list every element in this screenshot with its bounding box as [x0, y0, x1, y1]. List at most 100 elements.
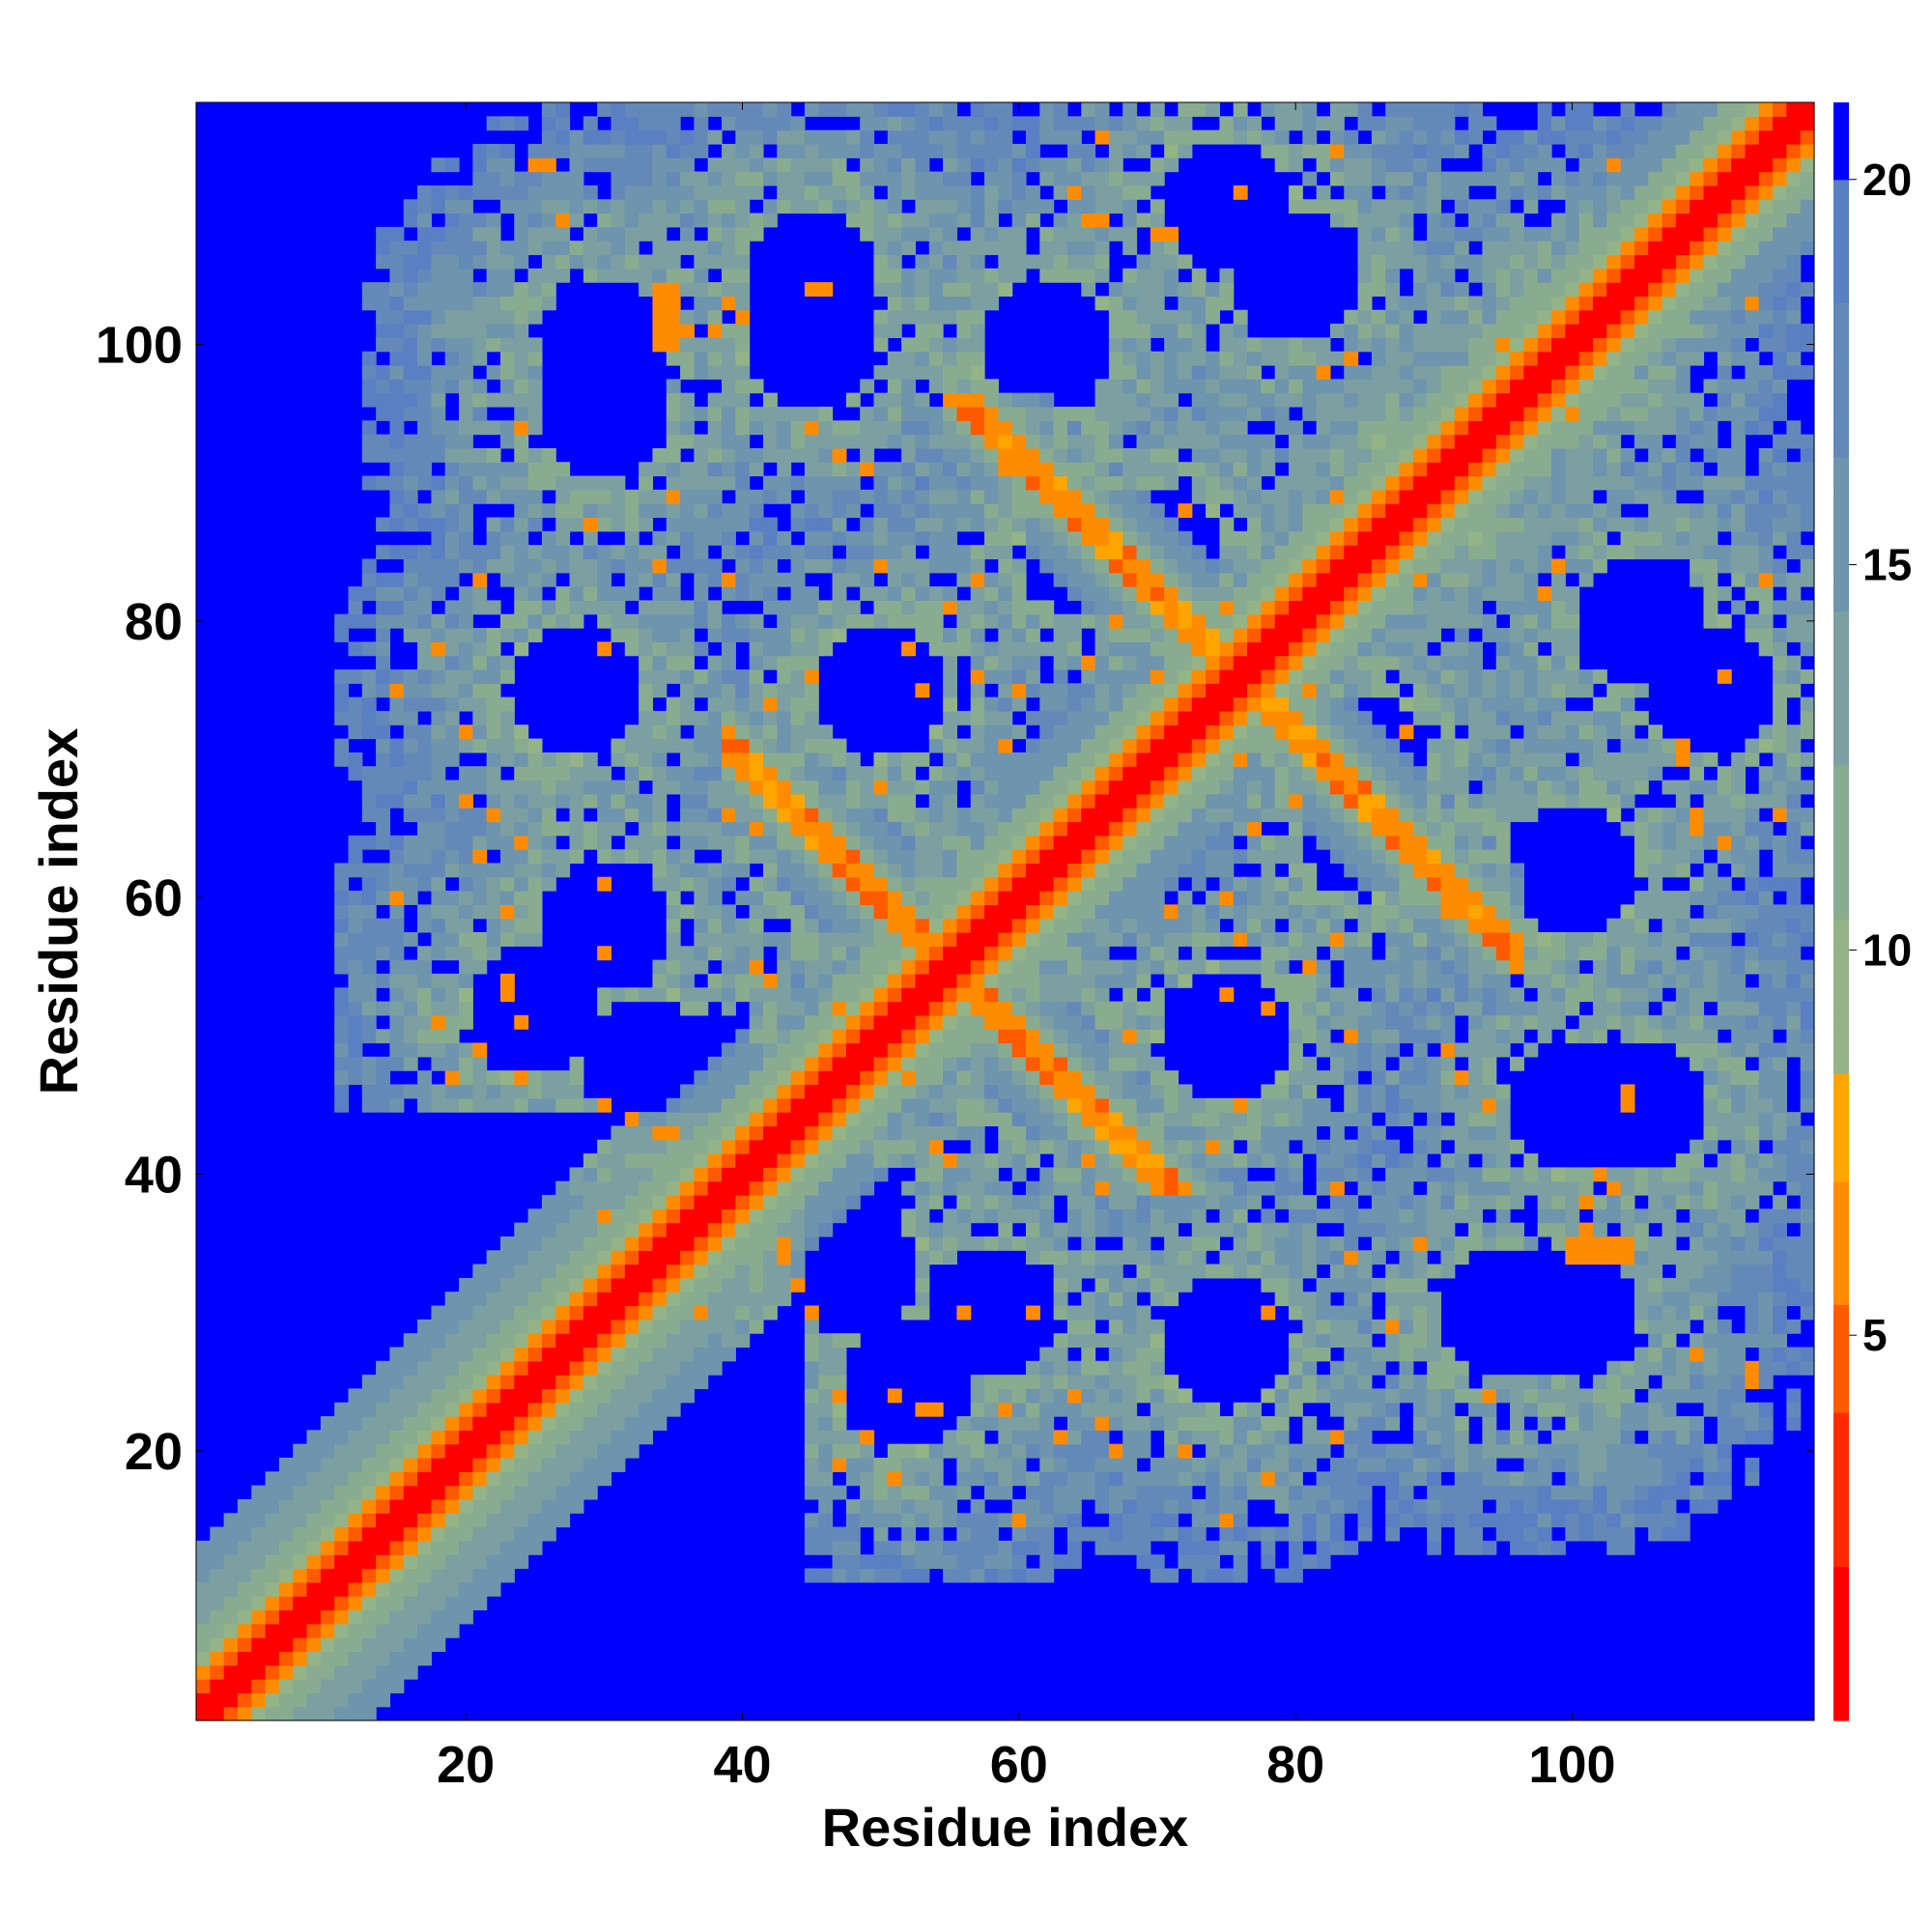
heatmap-cell	[403, 241, 418, 256]
heatmap-cell	[1191, 1222, 1207, 1237]
heatmap-cell	[361, 1014, 377, 1030]
heatmap-cell	[984, 171, 999, 186]
heatmap-cell	[251, 1540, 267, 1555]
heatmap-cell	[1025, 710, 1040, 725]
heatmap-cell	[1011, 1568, 1027, 1583]
heatmap-cell	[210, 1706, 225, 1721]
heatmap-cell	[1081, 766, 1096, 781]
heatmap-cell	[832, 1402, 847, 1417]
heatmap-cell	[361, 876, 377, 892]
heatmap-cell	[472, 863, 488, 878]
heatmap-cell	[1150, 517, 1165, 532]
heatmap-cell	[1039, 1568, 1055, 1583]
heatmap-cell	[970, 766, 985, 781]
heatmap-cell	[611, 503, 626, 519]
heatmap-cell	[403, 586, 418, 601]
heatmap-cell	[569, 1443, 584, 1459]
heatmap-cell	[1122, 1305, 1138, 1321]
heatmap-cell	[1094, 1526, 1110, 1542]
heatmap-cell	[707, 766, 723, 781]
heatmap-cell	[998, 876, 1013, 892]
heatmap-cell	[722, 226, 736, 242]
heatmap-cell	[818, 1498, 834, 1514]
heatmap-cell	[666, 668, 681, 684]
heatmap-cell	[928, 780, 944, 795]
heatmap-cell	[666, 420, 681, 436]
heatmap-cell	[1136, 143, 1151, 158]
heatmap-cell	[1081, 1222, 1096, 1237]
heatmap-cell	[956, 545, 972, 560]
heatmap-cell	[1066, 199, 1082, 214]
heatmap-cell	[1039, 1347, 1055, 1362]
heatmap-cell	[1011, 241, 1027, 256]
heatmap-cell	[887, 863, 902, 878]
heatmap-cell	[1081, 821, 1096, 837]
heatmap-cell	[652, 738, 668, 753]
heatmap-cell	[1025, 1222, 1040, 1237]
heatmap-cell	[527, 503, 543, 519]
heatmap-cell	[762, 696, 778, 712]
heatmap-cell	[431, 1498, 446, 1514]
heatmap-cell	[722, 1084, 736, 1099]
heatmap-cell	[417, 1526, 432, 1542]
heatmap-cell	[1066, 655, 1082, 670]
heatmap-cell	[860, 780, 875, 795]
heatmap-cell	[403, 475, 418, 491]
heatmap-cell	[804, 199, 819, 214]
heatmap-cell	[956, 1180, 972, 1196]
heatmap-cell	[1122, 586, 1138, 601]
heatmap-cell	[1150, 530, 1165, 546]
heatmap-cell	[403, 545, 418, 560]
heatmap-cell	[541, 296, 556, 311]
heatmap-cell	[1094, 1443, 1110, 1459]
heatmap-cell	[1136, 1416, 1151, 1431]
heatmap-cell	[611, 1375, 626, 1390]
heatmap-cell	[1136, 655, 1151, 670]
heatmap-cell	[569, 1319, 584, 1334]
heatmap-cell	[707, 668, 723, 684]
heatmap-cell	[1081, 254, 1096, 270]
heatmap-cell	[459, 904, 473, 920]
heatmap-cell	[1178, 1208, 1193, 1224]
heatmap-cell	[749, 904, 764, 920]
heatmap-cell	[666, 282, 681, 298]
heatmap-cell	[499, 891, 515, 905]
heatmap-cell	[417, 1568, 432, 1583]
heatmap-cell	[873, 157, 889, 173]
heatmap-cell	[1164, 641, 1179, 657]
heatmap-cell	[818, 891, 834, 905]
heatmap-cell	[541, 475, 556, 491]
heatmap-cell	[970, 379, 985, 394]
heatmap-cell	[431, 1305, 446, 1321]
heatmap-cell	[1011, 462, 1027, 477]
heatmap-cell	[527, 1292, 543, 1307]
heatmap-cell	[694, 1070, 709, 1086]
heatmap-cell	[1011, 918, 1027, 933]
heatmap-cell	[790, 503, 806, 519]
heatmap-cell	[887, 296, 902, 311]
heatmap-cell	[1108, 1347, 1123, 1362]
heatmap-cell	[334, 1471, 350, 1487]
heatmap-cell	[582, 116, 598, 131]
heatmap-cell	[417, 558, 432, 574]
heatmap-cell	[790, 1222, 806, 1237]
heatmap-cell	[1053, 1292, 1068, 1307]
heatmap-cell	[1025, 849, 1040, 864]
heatmap-cell	[569, 1208, 584, 1224]
heatmap-cell	[1094, 1222, 1110, 1237]
heatmap-cell	[860, 1180, 875, 1196]
heatmap-cell	[376, 1056, 391, 1071]
heatmap-cell	[943, 309, 957, 325]
heatmap-cell	[845, 558, 861, 574]
heatmap-cell	[735, 1319, 751, 1334]
heatmap-cell	[1094, 1471, 1110, 1487]
heatmap-cell	[1039, 1471, 1055, 1487]
heatmap-cell	[376, 1402, 391, 1417]
heatmap-cell	[1122, 1443, 1138, 1459]
heatmap-cell	[1039, 1485, 1055, 1500]
heatmap-cell	[901, 766, 917, 781]
heatmap-cell	[431, 973, 446, 988]
heatmap-cell	[1108, 1208, 1123, 1224]
heatmap-cell	[389, 462, 405, 477]
heatmap-cell	[569, 586, 584, 601]
